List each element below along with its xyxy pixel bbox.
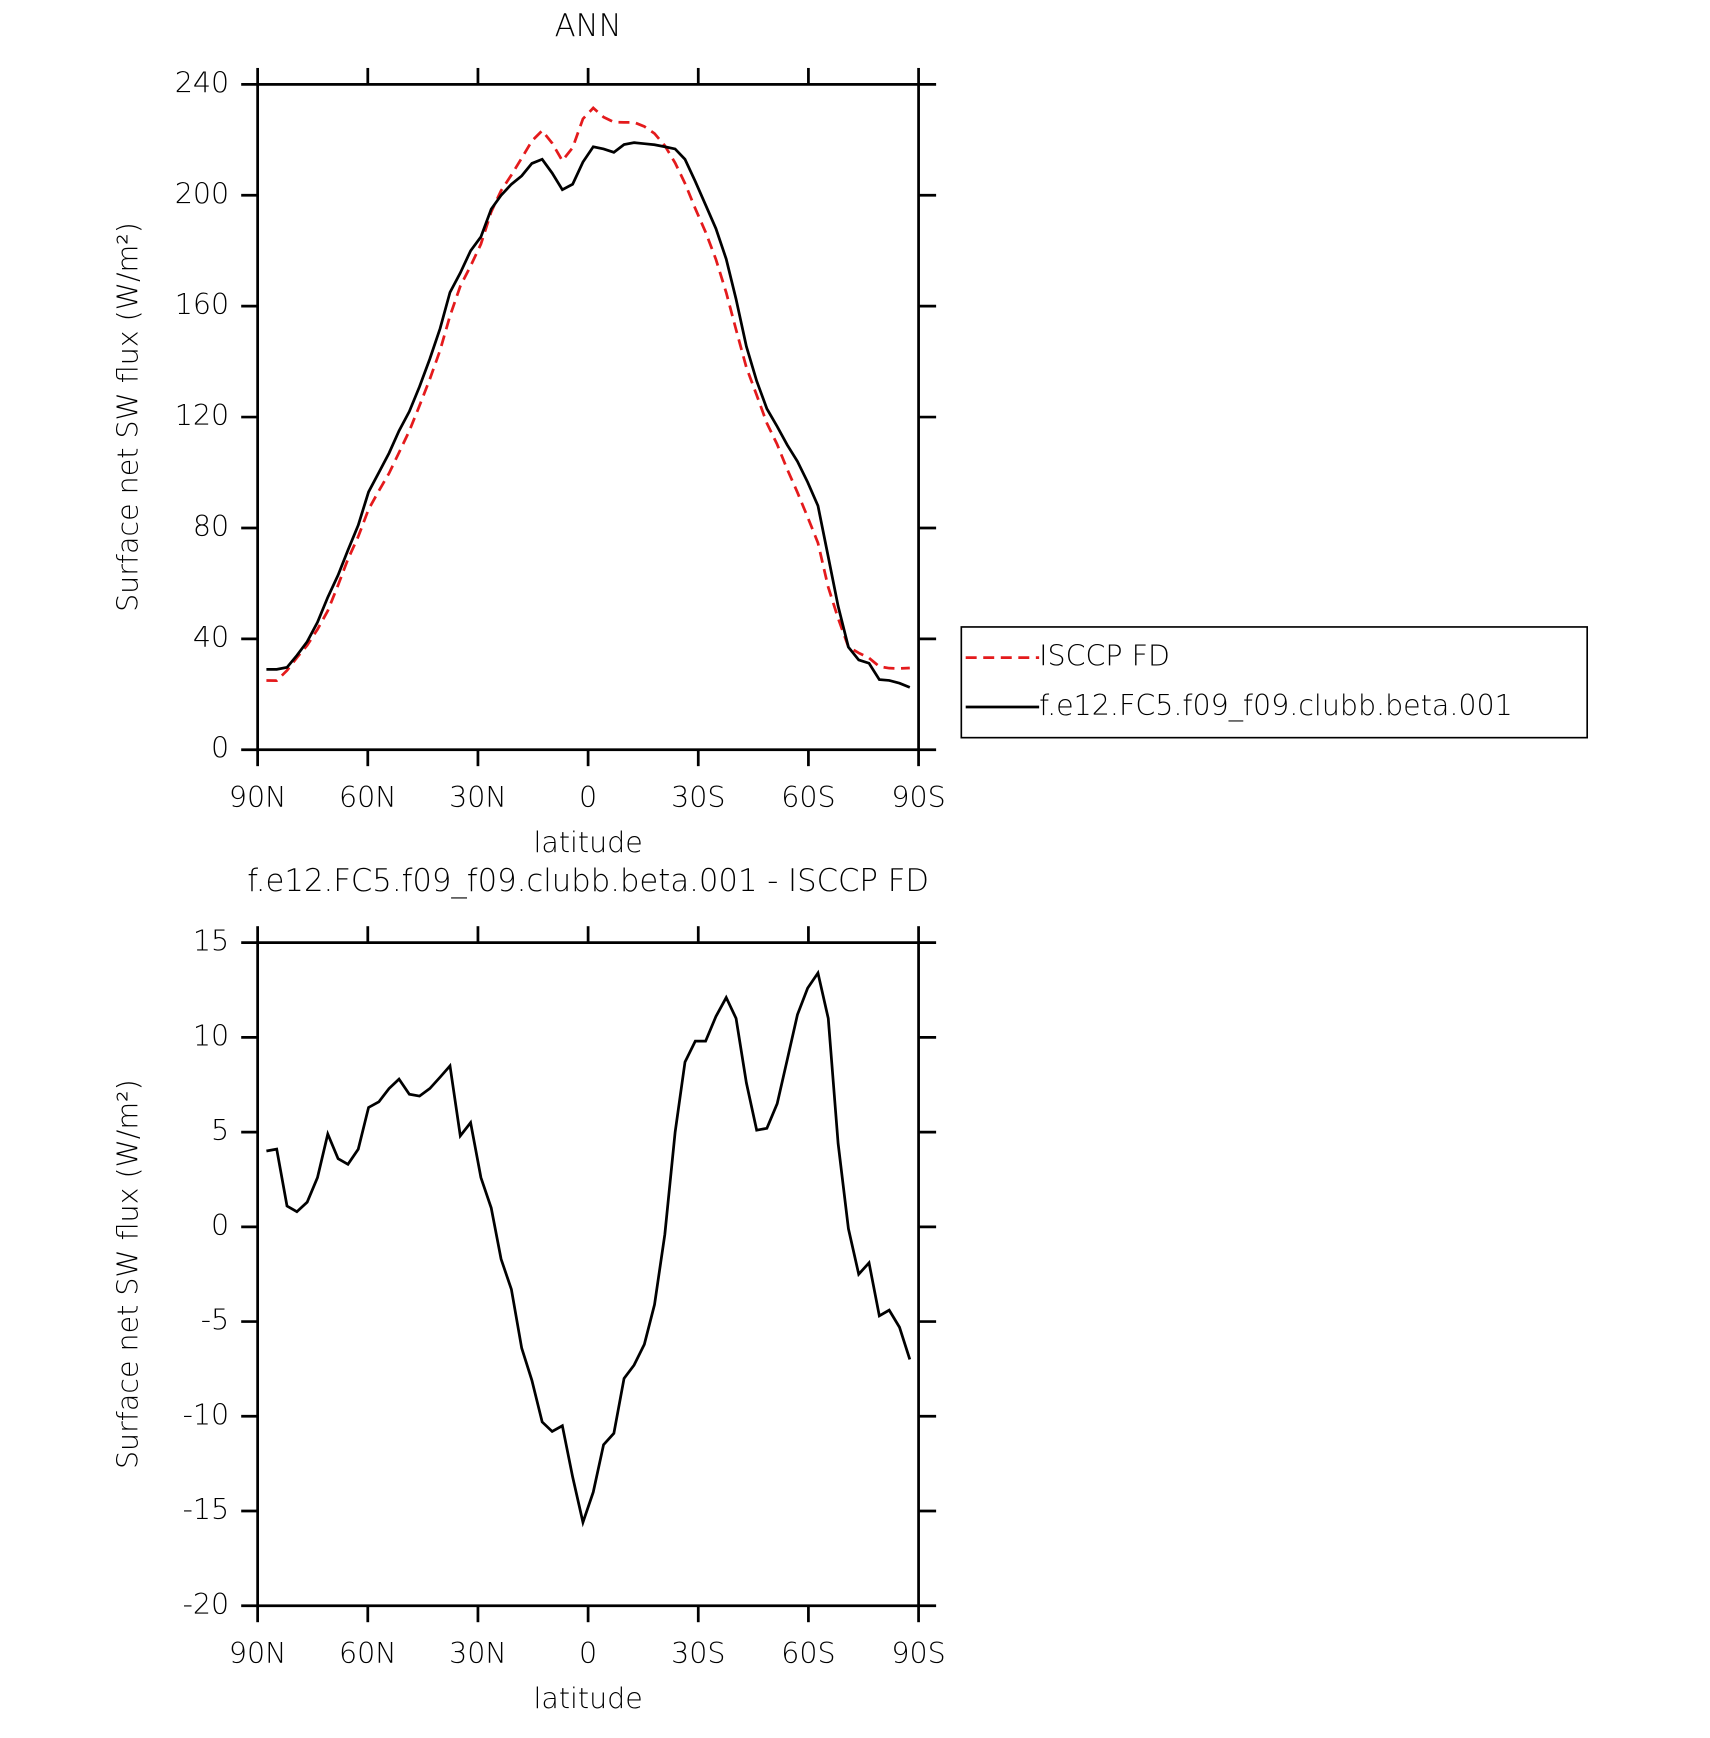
legend-label: ISCCP FD	[1039, 640, 1170, 673]
x-tick-label: 90N	[229, 781, 287, 814]
x-axis-label: latitude	[533, 826, 642, 859]
x-tick-label: 90S	[891, 781, 945, 814]
legend-box	[960, 626, 1589, 739]
chart-title: ANN	[555, 9, 622, 44]
y-tick-label: 80	[193, 510, 229, 543]
y-tick-label: 5	[211, 1114, 229, 1147]
y-tick-label: 160	[175, 288, 229, 321]
y-tick-label: -5	[201, 1304, 229, 1337]
x-tick-label: 0	[579, 1637, 597, 1670]
y-tick-label: 200	[175, 177, 229, 210]
legend-label: f.e12.FC5.f09_f09.clubb.beta.001	[1039, 689, 1513, 723]
y-tick-label: 40	[193, 621, 229, 654]
chart-title: f.e12.FC5.f09_f09.clubb.beta.001 - ISCCP…	[247, 864, 929, 899]
y-tick-label: -15	[183, 1493, 230, 1526]
y-axis-label: Surface net SW flux (W/m²)	[111, 222, 144, 612]
x-tick-label: 60S	[781, 1637, 835, 1670]
x-axis-label: latitude	[533, 1682, 642, 1715]
y-axis-label: Surface net SW flux (W/m²)	[111, 1079, 144, 1469]
data-line	[266, 106, 910, 683]
y-tick-label: 15	[193, 925, 229, 958]
y-tick-label: 0	[211, 1209, 229, 1242]
x-tick-label: 30S	[671, 781, 725, 814]
x-tick-label: 30N	[449, 781, 507, 814]
y-tick-label: 0	[211, 732, 229, 765]
data-line	[266, 969, 912, 1528]
y-tick-label: 120	[175, 399, 229, 432]
y-tick-label: -20	[183, 1588, 230, 1621]
x-tick-label: 60S	[781, 781, 835, 814]
x-tick-label: 90N	[229, 1637, 287, 1670]
x-tick-label: 30S	[671, 1637, 725, 1670]
data-line	[266, 141, 911, 689]
x-tick-label: 90S	[891, 1637, 945, 1670]
x-tick-label: 60N	[339, 1637, 397, 1670]
y-tick-label: 10	[193, 1019, 229, 1052]
y-tick-label: 240	[175, 66, 229, 99]
x-tick-label: 30N	[449, 1637, 507, 1670]
plot-frame	[256, 83, 920, 752]
x-tick-label: 60N	[339, 781, 397, 814]
x-tick-label: 0	[579, 781, 597, 814]
y-tick-label: -10	[183, 1398, 230, 1431]
